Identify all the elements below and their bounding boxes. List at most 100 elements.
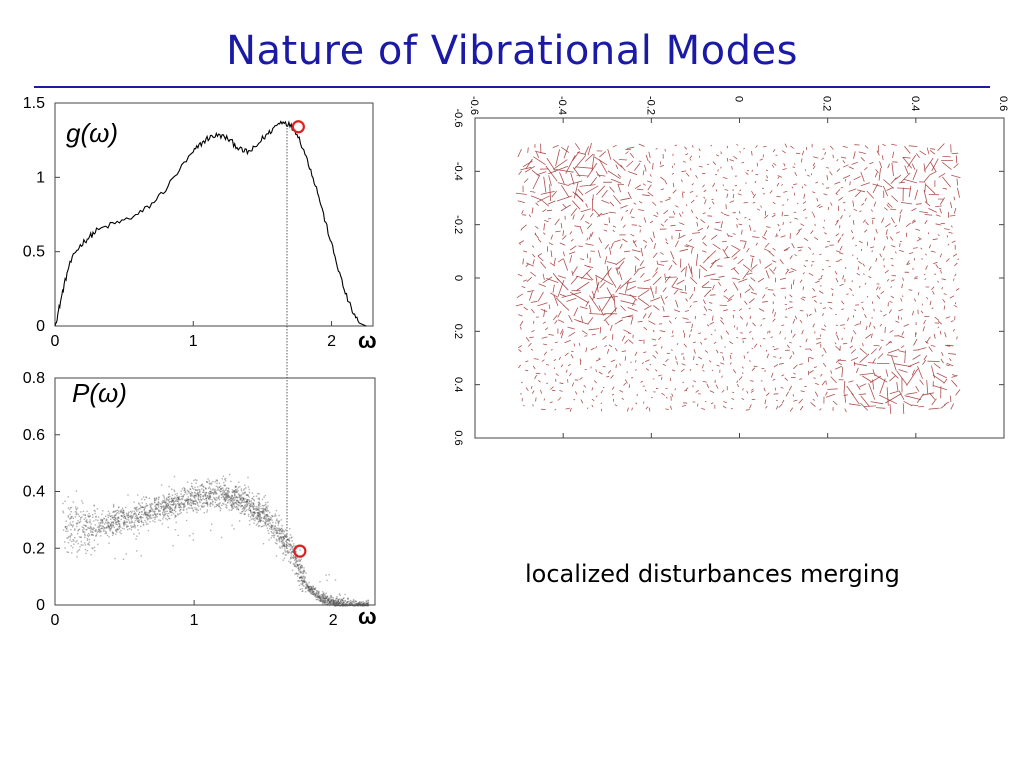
participation-point — [228, 498, 230, 501]
displacement-vector — [755, 145, 758, 148]
displacement-vector — [726, 145, 729, 149]
displacement-vector — [589, 304, 592, 314]
displacement-vector — [929, 392, 936, 400]
participation-point — [303, 581, 305, 583]
participation-point — [342, 604, 344, 607]
participation-point — [147, 515, 150, 517]
participation-point — [322, 594, 324, 597]
participation-point — [294, 573, 296, 575]
participation-point — [358, 604, 360, 606]
displacement-vector — [773, 266, 777, 272]
participation-point — [76, 507, 79, 509]
participation-point — [282, 533, 284, 535]
participation-point — [189, 504, 191, 506]
displacement-vector — [606, 287, 615, 301]
participation-point — [150, 510, 152, 512]
participation-point — [235, 491, 237, 494]
displacement-vector — [594, 156, 608, 166]
displacement-vector — [574, 143, 581, 151]
participation-point — [145, 512, 147, 515]
participation-point — [116, 523, 118, 526]
displacement-vector — [595, 346, 598, 349]
displacement-vector — [575, 193, 584, 203]
displacement-vector — [681, 353, 684, 355]
participation-point — [113, 518, 115, 521]
participation-point — [227, 492, 229, 494]
displacement-vector — [525, 337, 530, 342]
participation-point — [127, 516, 130, 519]
participation-point — [246, 501, 248, 503]
participation-point — [161, 511, 164, 514]
displacement-vector — [702, 364, 704, 369]
participation-point — [169, 508, 172, 510]
participation-point — [133, 507, 136, 509]
displacement-vector — [688, 334, 691, 338]
participation-point — [188, 492, 191, 494]
participation-point — [88, 527, 90, 529]
participation-point — [206, 501, 209, 504]
participation-point — [266, 514, 268, 516]
participation-point — [118, 520, 121, 523]
participation-point — [222, 502, 224, 505]
participation-point — [350, 599, 352, 602]
displacement-vector — [899, 209, 903, 214]
displacement-vector — [865, 221, 869, 226]
participation-point — [146, 517, 148, 519]
participation-point — [345, 604, 347, 607]
participation-point — [193, 494, 195, 497]
participation-point — [180, 493, 182, 495]
participation-point — [233, 491, 235, 493]
displacement-vector — [610, 178, 622, 184]
displacement-vector — [680, 291, 688, 294]
participation-point — [257, 507, 259, 509]
participation-point — [257, 515, 259, 517]
participation-point — [244, 501, 247, 503]
participation-point — [227, 502, 229, 504]
participation-point — [320, 594, 322, 596]
field-ytick-label: -0.2 — [452, 215, 464, 234]
participation-point — [302, 580, 304, 582]
displacement-vector — [926, 147, 930, 155]
displacement-vector — [776, 233, 778, 236]
displacement-vector — [803, 183, 807, 187]
participation-point — [223, 484, 225, 486]
participation-point — [134, 515, 137, 517]
participation-point — [337, 603, 340, 606]
participation-point — [227, 496, 230, 499]
participation-point — [301, 577, 303, 579]
participation-point — [270, 524, 272, 526]
participation-point — [183, 505, 185, 508]
participation-point — [126, 525, 129, 527]
participation-point — [271, 515, 273, 517]
participation-point — [206, 509, 208, 511]
displacement-vector — [534, 225, 539, 229]
participation-point — [326, 601, 328, 603]
participation-point — [125, 553, 127, 555]
displacement-vector — [644, 389, 647, 392]
participation-point — [367, 604, 369, 606]
displacement-vector — [875, 286, 879, 291]
participation-point — [111, 526, 113, 529]
participation-point — [92, 527, 95, 529]
participation-point — [161, 506, 163, 508]
participation-point — [177, 496, 179, 498]
participation-point — [290, 546, 292, 548]
participation-point — [198, 494, 200, 496]
participation-point — [138, 511, 141, 514]
displacement-vector — [530, 271, 537, 277]
displacement-vector — [771, 164, 775, 168]
participation-point — [279, 546, 281, 548]
participation-point — [111, 521, 113, 524]
participation-point — [150, 504, 152, 506]
participation-point — [213, 496, 215, 499]
displacement-vector — [776, 182, 780, 187]
displacement-vector — [537, 238, 542, 243]
displacement-vector — [835, 358, 842, 363]
participation-point — [215, 496, 217, 499]
participation-point — [180, 499, 182, 501]
displacement-vector — [949, 357, 952, 362]
participation-point — [92, 534, 94, 536]
participation-point — [238, 481, 240, 483]
participation-point — [339, 604, 341, 606]
participation-point — [154, 521, 156, 523]
